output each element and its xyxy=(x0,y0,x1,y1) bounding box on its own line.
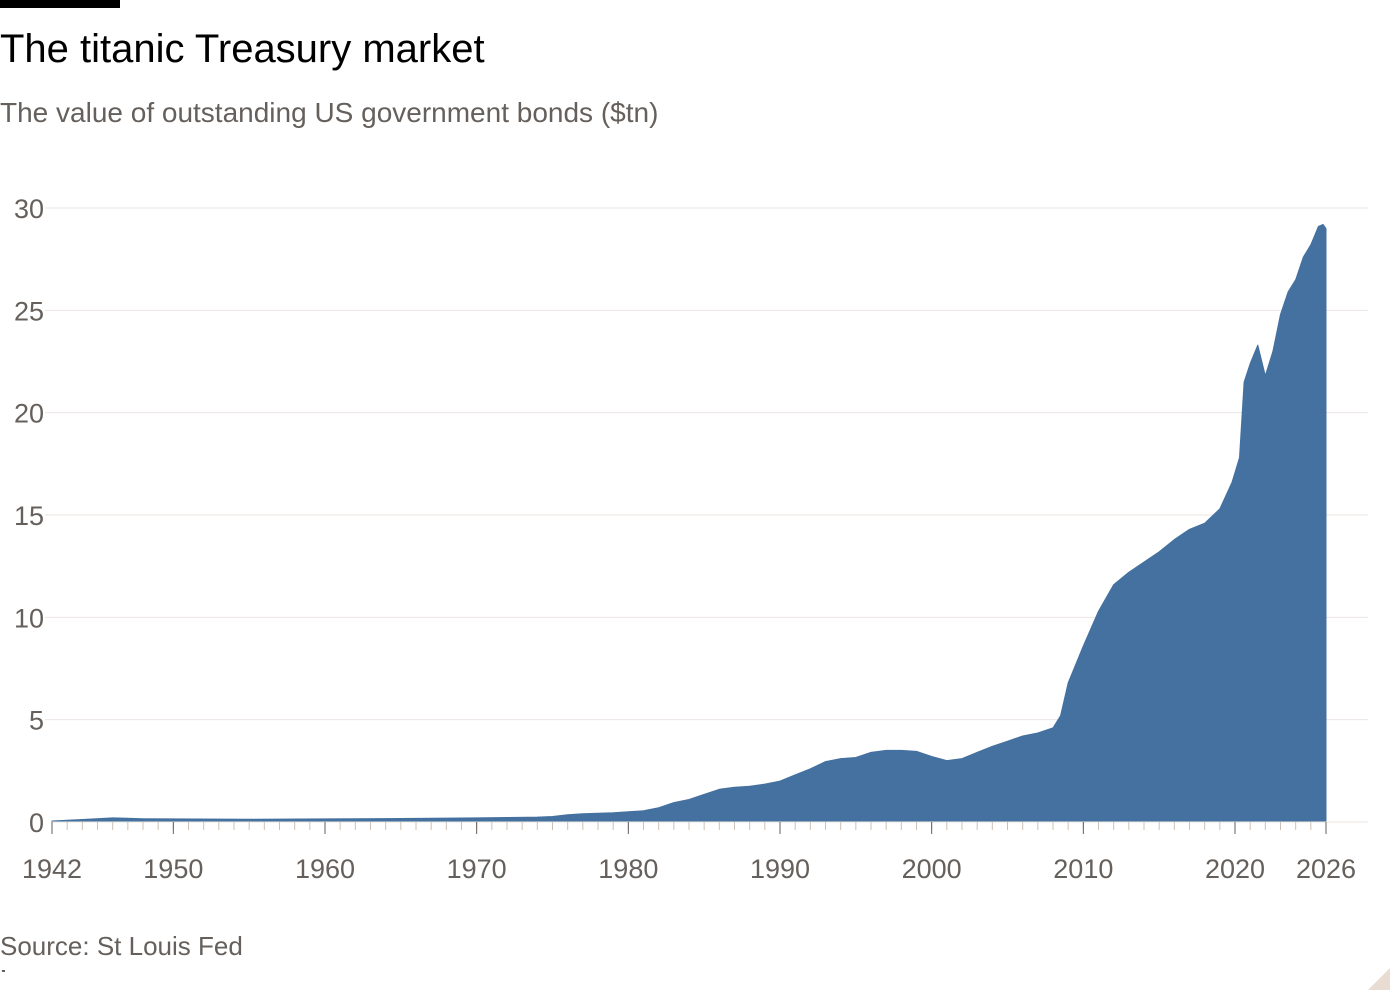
y-tick-label: 10 xyxy=(14,603,44,633)
y-tick-label: 25 xyxy=(14,296,44,326)
chart-subtitle: The value of outstanding US government b… xyxy=(0,97,659,128)
y-axis: 0 5 10 15 20 25 30 xyxy=(14,194,44,838)
y-tick-label: 15 xyxy=(14,501,44,531)
y-tick-label: 20 xyxy=(14,399,44,429)
top-accent-bar xyxy=(0,0,120,8)
source-note: Source: St Louis Fed xyxy=(0,931,243,961)
x-tick-label: 2020 xyxy=(1205,854,1265,884)
x-tick-label: 1950 xyxy=(143,854,203,884)
y-tick-label: 5 xyxy=(29,706,44,736)
x-tick-label: 1970 xyxy=(447,854,507,884)
x-tick-label: 2000 xyxy=(902,854,962,884)
series-area-treasury-outstanding xyxy=(51,223,1327,823)
y-tick-label: 0 xyxy=(29,808,44,838)
x-axis: 1942 1950 1960 1970 1980 1990 2000 2010 2020 2026 xyxy=(22,821,1368,884)
footer-mark xyxy=(2,970,5,972)
area-chart: 1942 1950 1960 1970 1980 1990 2000 2010 2020 2026… xyxy=(14,194,1368,884)
x-tick-label: 2010 xyxy=(1053,854,1113,884)
x-tick-label: 2026 xyxy=(1296,854,1356,884)
x-tick-label: 1960 xyxy=(295,854,355,884)
plot-area xyxy=(51,223,1327,823)
x-tick-label: 1990 xyxy=(750,854,810,884)
x-tick-label: 1942 xyxy=(22,854,82,884)
chart-title: The titanic Treasury market xyxy=(0,27,485,71)
corner-triangle-icon xyxy=(1368,968,1390,990)
x-tick-label: 1980 xyxy=(598,854,658,884)
y-tick-label: 30 xyxy=(14,194,44,224)
